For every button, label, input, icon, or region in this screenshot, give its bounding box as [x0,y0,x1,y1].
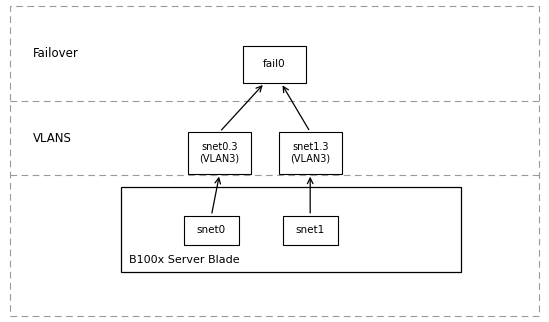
Bar [121,187,461,272]
Bar [243,46,306,83]
Text: VLANS: VLANS [33,132,72,145]
Text: snet0: snet0 [197,225,226,235]
Bar [283,216,338,245]
Text: snet0.3
(VLAN3): snet0.3 (VLAN3) [199,142,240,164]
Bar [278,132,341,174]
Text: fail0: fail0 [263,59,286,70]
Bar [188,132,251,174]
Text: snet1.3
(VLAN3): snet1.3 (VLAN3) [290,142,330,164]
Text: Failover: Failover [33,47,79,60]
Text: B100x Server Blade: B100x Server Blade [129,255,240,265]
Bar [184,216,239,245]
Text: snet1: snet1 [295,225,325,235]
